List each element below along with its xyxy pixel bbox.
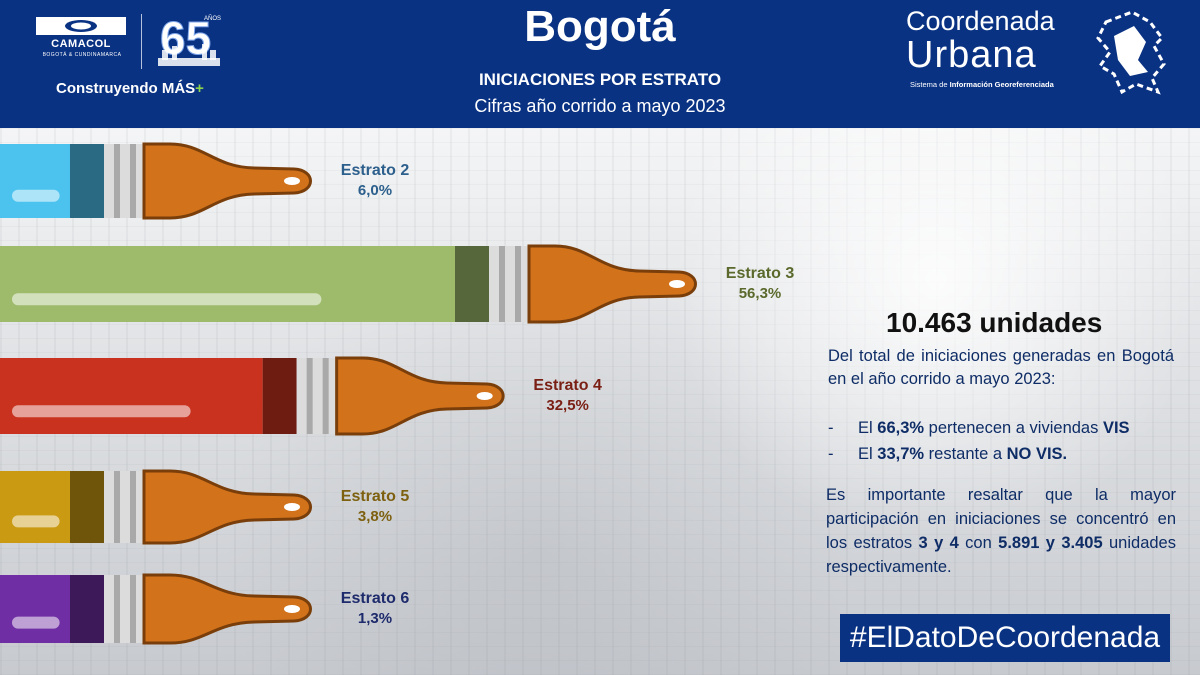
bogota-map-icon [1096, 10, 1166, 95]
bullet-dash: - [828, 445, 834, 463]
ferrule-ridge [130, 575, 136, 643]
paint-highlight [12, 189, 60, 202]
bullet-pre: El [858, 445, 878, 463]
bullet-no-vis: - El 33,7% restante a NO VIS. [828, 445, 1067, 464]
anniversary-unit: AÑOS [204, 15, 221, 22]
detail-e: unidades respectivamente. [826, 534, 1176, 576]
bar-label: Estrato 2 6,0% [320, 161, 430, 201]
brush-handle-icon [142, 469, 312, 545]
logo-line-1: Coordenada [906, 6, 1055, 36]
bullet-mid: pertenecen a viviendas [924, 419, 1103, 437]
paint-bar [0, 471, 70, 543]
detail-a: Es importante resaltar que la mayor part… [826, 486, 1176, 552]
ferrule-ridge [114, 471, 120, 543]
logo-line-2: Urbana [906, 34, 1037, 76]
camacol-logo-icon [36, 17, 126, 35]
hashtag-banner[interactable]: #ElDatoDeCoordenada [840, 614, 1170, 662]
bristle-band [70, 575, 104, 643]
summary-detail: Es importante resaltar que la mayor part… [826, 483, 1176, 579]
header-banner: CAMACOL BOGOTÁ & CUNDINAMARCA 65 AÑOS Co… [0, 0, 1200, 128]
handle-hole [284, 605, 300, 613]
brush-bars [0, 142, 697, 645]
bullet-tag: VIS [1102, 419, 1130, 437]
tagline: Construyendo MÁS+ [56, 80, 204, 97]
bullet-value: 66,3% [877, 419, 925, 437]
bar-label: Estrato 5 3,8% [320, 487, 430, 527]
ferrule [489, 246, 529, 322]
detail-c: con [958, 534, 999, 552]
ferrule [104, 575, 144, 643]
camacol-wordmark: CAMACOL [51, 38, 111, 50]
ferrule [104, 471, 144, 543]
chart-period: Cifras año corrido a mayo 2023 [474, 96, 726, 116]
logo-subtitle-b: Información Georeferenciada [949, 80, 1054, 89]
bullet-tag: NO VIS. [1006, 445, 1068, 463]
ferrule-ridge [306, 358, 313, 434]
bristle-band [455, 246, 489, 322]
bar-category: Estrato 3 [725, 265, 795, 282]
bar-label: Estrato 6 1,3% [320, 589, 430, 629]
handle-hole [284, 177, 300, 185]
logo-divider [141, 14, 142, 69]
brush-handle-icon [142, 142, 312, 220]
chart-subtitle: INICIACIONES POR ESTRATO [478, 70, 722, 89]
paint-highlight [12, 616, 60, 629]
bar-category: Estrato 2 [340, 162, 410, 179]
bullet-dash: - [828, 419, 834, 437]
tagline-text: Construyendo MÁS [56, 80, 196, 97]
ferrule-ridge [515, 246, 521, 322]
ferrule-ridge [499, 246, 505, 322]
detail-units: 5.891 y 3.405 [998, 534, 1103, 552]
paint-highlight [12, 405, 191, 418]
bristle-band [70, 144, 104, 218]
bar-value-label: 3,8% [357, 508, 393, 525]
ferrule [104, 144, 144, 218]
bullet-vis: - El 66,3% pertenecen a viviendas VIS [828, 419, 1130, 438]
bar-category: Estrato 5 [340, 488, 410, 505]
handle-hole [476, 392, 493, 400]
bullet-mid: restante a [924, 445, 1007, 463]
bar-value-label: 6,0% [357, 182, 393, 199]
bullet-pre: El [858, 419, 878, 437]
paint-bar [0, 575, 70, 643]
anniversary-65-logo-icon: 65 AÑOS [158, 12, 221, 66]
summary-intro: Del total de iniciaciones generadas en B… [828, 347, 1174, 388]
handle-hole [284, 503, 300, 511]
bristle-band [70, 471, 104, 543]
paint-bar [0, 144, 70, 218]
paint-bar [0, 246, 455, 322]
logo-subtitle-a: Sistema de [910, 80, 950, 89]
tagline-plus: + [195, 80, 204, 97]
logo-subtitle: Sistema de Información Georeferenciada [910, 80, 1054, 89]
ferrule-ridge [114, 144, 120, 218]
bar-value-label: 56,3% [738, 285, 782, 302]
paint-bar [0, 358, 263, 434]
bar-value-label: 1,3% [357, 610, 393, 627]
detail-estratos: 3 y 4 [918, 534, 959, 552]
total-units: 10.463 unidades [886, 307, 1103, 338]
ferrule-ridge [322, 358, 329, 434]
brush-handle-icon [142, 573, 312, 645]
bar-value-label: 32,5% [546, 397, 589, 414]
page-title: Bogotá [524, 2, 676, 51]
bar-label: Estrato 4 32,5% [513, 376, 623, 416]
bristle-band [262, 358, 297, 434]
paint-highlight [12, 515, 60, 528]
ferrule [296, 358, 337, 434]
ferrule-ridge [130, 471, 136, 543]
bar-category: Estrato 6 [340, 590, 410, 607]
bar-label: Estrato 3 56,3% [705, 264, 815, 304]
ferrule-ridge [130, 144, 136, 218]
bar-category: Estrato 4 [533, 377, 602, 394]
camacol-subtitle: BOGOTÁ & CUNDINAMARCA [42, 52, 122, 58]
handle-hole [669, 280, 685, 288]
coordenada-urbana-logo: Coordenada Urbana Sistema de Información… [906, 6, 1176, 100]
brush-handle-icon [335, 356, 505, 436]
estrato-chart: Estrato 2 6,0% Estrato 3 56,3% Estrato 4 32,5… [0, 128, 800, 675]
bullet-value: 33,7% [877, 445, 925, 463]
brush-handle-icon [527, 244, 697, 324]
paint-highlight [12, 293, 322, 306]
ferrule-ridge [114, 575, 120, 643]
